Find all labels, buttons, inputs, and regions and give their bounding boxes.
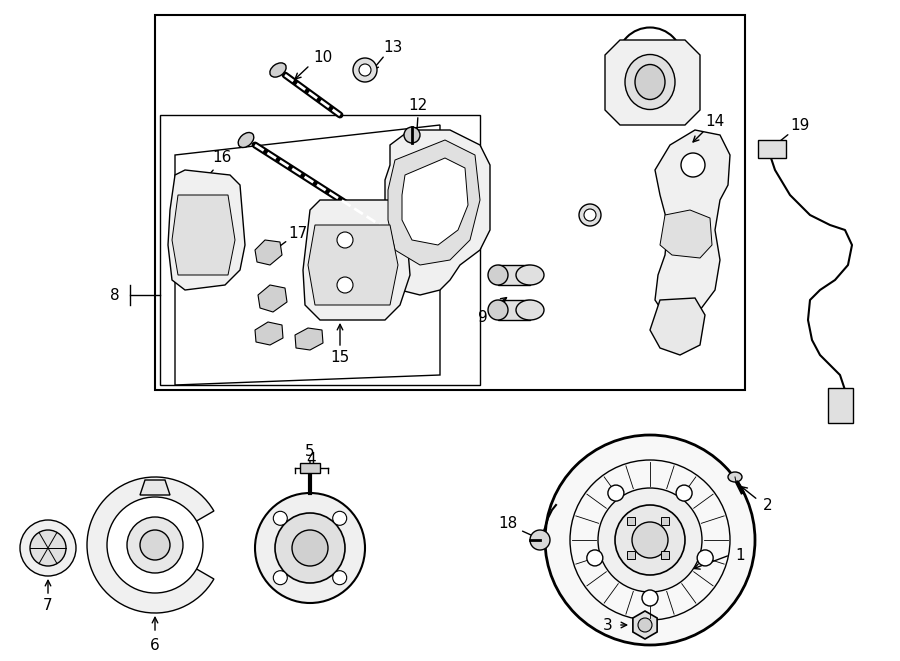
Text: 11: 11	[358, 208, 378, 223]
Polygon shape	[303, 200, 410, 320]
Bar	[661, 551, 669, 559]
Circle shape	[333, 570, 346, 585]
Ellipse shape	[625, 54, 675, 110]
Polygon shape	[258, 285, 287, 312]
Circle shape	[404, 127, 420, 143]
Circle shape	[545, 435, 755, 645]
Polygon shape	[295, 328, 323, 350]
Ellipse shape	[516, 300, 544, 320]
Polygon shape	[172, 195, 235, 275]
Bar	[758, 140, 786, 158]
Text: 1: 1	[735, 547, 745, 563]
Circle shape	[359, 64, 371, 76]
Polygon shape	[650, 298, 705, 355]
Ellipse shape	[584, 209, 596, 221]
Ellipse shape	[516, 265, 544, 285]
Bar	[627, 517, 635, 525]
Bar	[661, 517, 669, 525]
Circle shape	[638, 618, 652, 632]
Text: 6: 6	[150, 637, 160, 652]
Bar	[498, 265, 530, 285]
Polygon shape	[655, 130, 730, 320]
Text: 16: 16	[212, 151, 231, 165]
Circle shape	[353, 58, 377, 82]
Circle shape	[333, 512, 346, 525]
Circle shape	[292, 530, 328, 566]
Polygon shape	[255, 322, 283, 345]
Circle shape	[30, 530, 66, 566]
Bar	[828, 388, 853, 423]
Circle shape	[274, 512, 287, 525]
Bar	[498, 300, 530, 320]
Ellipse shape	[488, 265, 508, 285]
Polygon shape	[380, 130, 490, 295]
Ellipse shape	[488, 300, 508, 320]
Circle shape	[255, 493, 365, 603]
Circle shape	[615, 505, 685, 575]
Circle shape	[632, 522, 668, 558]
Text: 18: 18	[499, 516, 517, 531]
Circle shape	[642, 590, 658, 606]
Circle shape	[140, 530, 170, 560]
Text: 12: 12	[409, 98, 428, 112]
Circle shape	[337, 232, 353, 248]
Bar	[155, 15, 745, 390]
Text: 2: 2	[763, 498, 773, 512]
Circle shape	[274, 570, 287, 585]
Text: 3: 3	[603, 617, 613, 633]
Text: 8: 8	[110, 288, 120, 303]
Text: 5: 5	[305, 444, 315, 459]
Circle shape	[107, 497, 203, 593]
Circle shape	[530, 530, 550, 550]
Wedge shape	[87, 477, 214, 613]
Text: 13: 13	[383, 40, 402, 54]
Text: 4: 4	[306, 453, 316, 467]
Circle shape	[608, 485, 624, 501]
Circle shape	[681, 153, 705, 177]
Ellipse shape	[238, 132, 254, 147]
Text: 15: 15	[330, 350, 349, 366]
Text: 7: 7	[43, 598, 53, 613]
Circle shape	[20, 520, 76, 576]
Polygon shape	[168, 170, 245, 290]
Circle shape	[127, 517, 183, 573]
Text: 10: 10	[313, 50, 333, 65]
Circle shape	[676, 485, 692, 501]
Bar	[160, 115, 480, 385]
Polygon shape	[633, 611, 657, 639]
Polygon shape	[255, 240, 282, 265]
Text: 17: 17	[288, 225, 308, 241]
Polygon shape	[605, 40, 700, 125]
Circle shape	[698, 550, 713, 566]
Bar	[300, 463, 320, 473]
Circle shape	[337, 277, 353, 293]
Ellipse shape	[579, 204, 601, 226]
Polygon shape	[402, 158, 468, 245]
Bar	[627, 551, 635, 559]
Polygon shape	[660, 210, 712, 258]
Circle shape	[598, 488, 702, 592]
Polygon shape	[308, 225, 398, 305]
Text: 9: 9	[478, 311, 488, 325]
Ellipse shape	[635, 65, 665, 100]
Polygon shape	[388, 140, 480, 265]
Circle shape	[275, 513, 345, 583]
Text: 19: 19	[790, 118, 810, 132]
Ellipse shape	[270, 63, 286, 77]
Text: 14: 14	[706, 114, 724, 130]
Circle shape	[587, 550, 603, 566]
Ellipse shape	[728, 472, 742, 482]
Polygon shape	[140, 480, 170, 495]
